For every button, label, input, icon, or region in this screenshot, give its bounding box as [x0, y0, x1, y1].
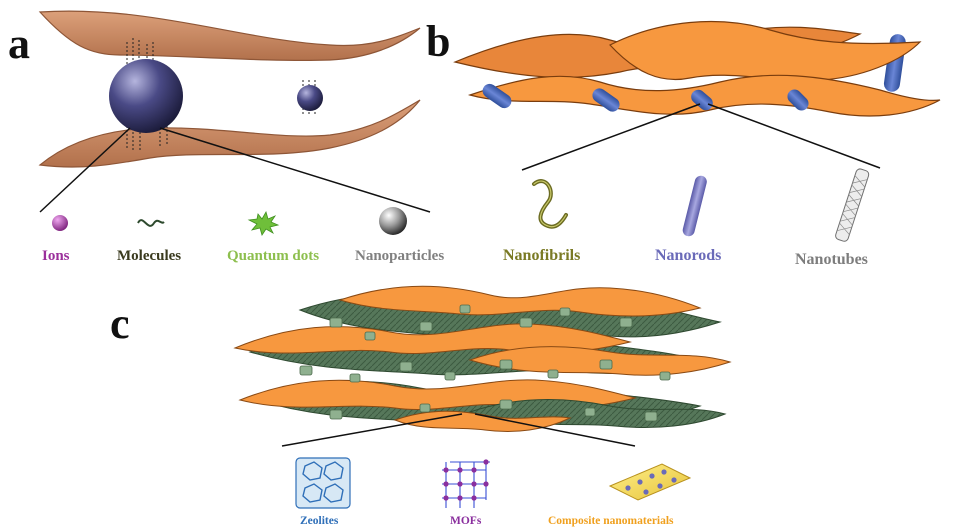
panel-a-letter: a: [8, 19, 30, 68]
panel-a-zoom-lines: [39, 127, 431, 213]
panel-c-letter: c: [110, 299, 130, 348]
rod-icon: [592, 88, 620, 112]
panel-b-sheet-mid: [609, 20, 922, 81]
panel-a-icons: [52, 207, 407, 236]
composite-nanomaterial-icon: [608, 463, 692, 501]
ion-icon: [52, 215, 68, 231]
mof-icon: [442, 459, 490, 508]
label-mofs: MOFs: [450, 515, 482, 527]
molecule-icon: [137, 219, 165, 227]
panel-b-letter: b: [426, 17, 451, 66]
panel-c-stack: [233, 285, 732, 432]
small-nanoparticle: [297, 85, 323, 111]
label-molecules: Molecules: [117, 248, 182, 264]
panel-c-zoom-lines: [281, 413, 636, 447]
label-quantum-dots: Quantum dots: [227, 248, 320, 264]
panel-a-upper-sheet: [38, 10, 421, 61]
label-nanoparticles: Nanoparticles: [355, 248, 445, 264]
panel-a-lower-sheet: [38, 99, 421, 168]
label-nanorods: Nanorods: [655, 247, 722, 264]
panel-b-zoom-lines: [521, 103, 881, 171]
nanotube-icon: [835, 168, 870, 242]
rod-icon: [691, 89, 713, 111]
nanoparticle-icon: [379, 207, 407, 235]
panel-c-icons: [295, 457, 692, 509]
label-nanotubes: Nanotubes: [795, 251, 868, 268]
nanorod-icon: [682, 175, 707, 237]
label-ions: Ions: [42, 248, 70, 264]
panel-b-icons: [532, 168, 870, 242]
panel-b-rods-front: [482, 83, 809, 112]
label-nanofibrils: Nanofibrils: [503, 247, 581, 264]
quantum-dot-icon: [247, 210, 280, 236]
rod-icon: [482, 83, 512, 109]
label-composite-nanomaterials: Composite nanomaterials: [548, 515, 674, 527]
large-nanoparticle: [109, 59, 183, 133]
zeolite-icon: [295, 457, 351, 509]
rod-icon: [787, 89, 809, 111]
panel-a-sheets: [38, 10, 421, 168]
label-zeolites: Zeolites: [300, 515, 339, 527]
